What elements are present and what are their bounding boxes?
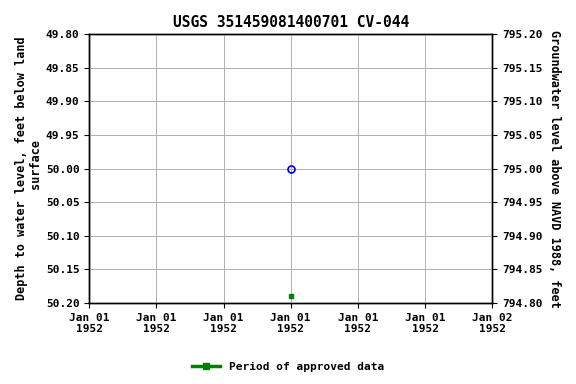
Y-axis label: Groundwater level above NAVD 1988, feet: Groundwater level above NAVD 1988, feet	[548, 30, 561, 308]
Title: USGS 351459081400701 CV-044: USGS 351459081400701 CV-044	[173, 15, 409, 30]
Y-axis label: Depth to water level, feet below land
 surface: Depth to water level, feet below land su…	[15, 37, 43, 300]
Legend: Period of approved data: Period of approved data	[188, 358, 388, 377]
